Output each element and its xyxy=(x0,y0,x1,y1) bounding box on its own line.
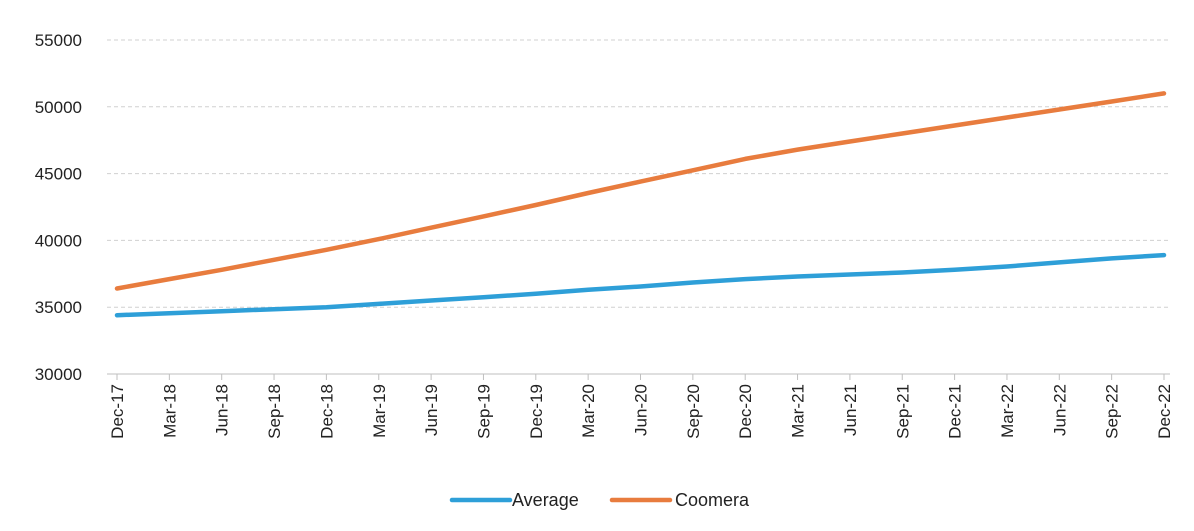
legend: Average Coomera xyxy=(449,490,750,510)
y-tick-label: 45000 xyxy=(35,165,82,184)
x-tick-label: Dec-18 xyxy=(317,384,336,439)
x-tick-label: Jun-18 xyxy=(213,384,232,436)
x-tick-label: Dec-17 xyxy=(108,384,127,439)
x-tick-label: Jun-22 xyxy=(1050,384,1069,436)
x-tick-label: Dec-22 xyxy=(1155,384,1174,439)
y-tick-label: 55000 xyxy=(35,31,82,50)
x-tick-label: Mar-22 xyxy=(998,384,1017,438)
y-tick-label: 30000 xyxy=(35,365,82,384)
x-tick-label: Sep-19 xyxy=(474,384,493,439)
x-tick-label: Jun-21 xyxy=(841,384,860,436)
x-tick-label: Mar-21 xyxy=(789,384,808,438)
x-tick-label: Dec-20 xyxy=(736,384,755,439)
x-tick-label: Jun-20 xyxy=(632,384,651,436)
axes: 30000 35000 40000 45000 50000 55000 Dec-17 Mar-… xyxy=(35,31,1174,439)
x-tick-label: Dec-19 xyxy=(527,384,546,439)
x-tick-label: Sep-18 xyxy=(265,384,284,439)
y-tick-label: 35000 xyxy=(35,298,82,317)
x-tick-label: Dec-21 xyxy=(946,384,965,439)
legend-label-coomera: Coomera xyxy=(675,490,750,510)
x-tick-label: Mar-19 xyxy=(370,384,389,438)
series-line-coomera xyxy=(114,91,1167,291)
x-tick-label: Jun-19 xyxy=(422,384,441,436)
x-tick-label: Sep-20 xyxy=(684,384,703,439)
y-tick-label: 50000 xyxy=(35,98,82,117)
x-tick-label: Sep-22 xyxy=(1103,384,1122,439)
x-tick-label: Mar-18 xyxy=(160,384,179,438)
y-tick-label: 40000 xyxy=(35,231,82,250)
x-tick-label: Sep-21 xyxy=(893,384,912,439)
legend-label-average: Average xyxy=(512,490,579,510)
series-line-average xyxy=(114,252,1167,318)
series-lines xyxy=(114,91,1167,318)
x-tick-label: Mar-20 xyxy=(579,384,598,438)
